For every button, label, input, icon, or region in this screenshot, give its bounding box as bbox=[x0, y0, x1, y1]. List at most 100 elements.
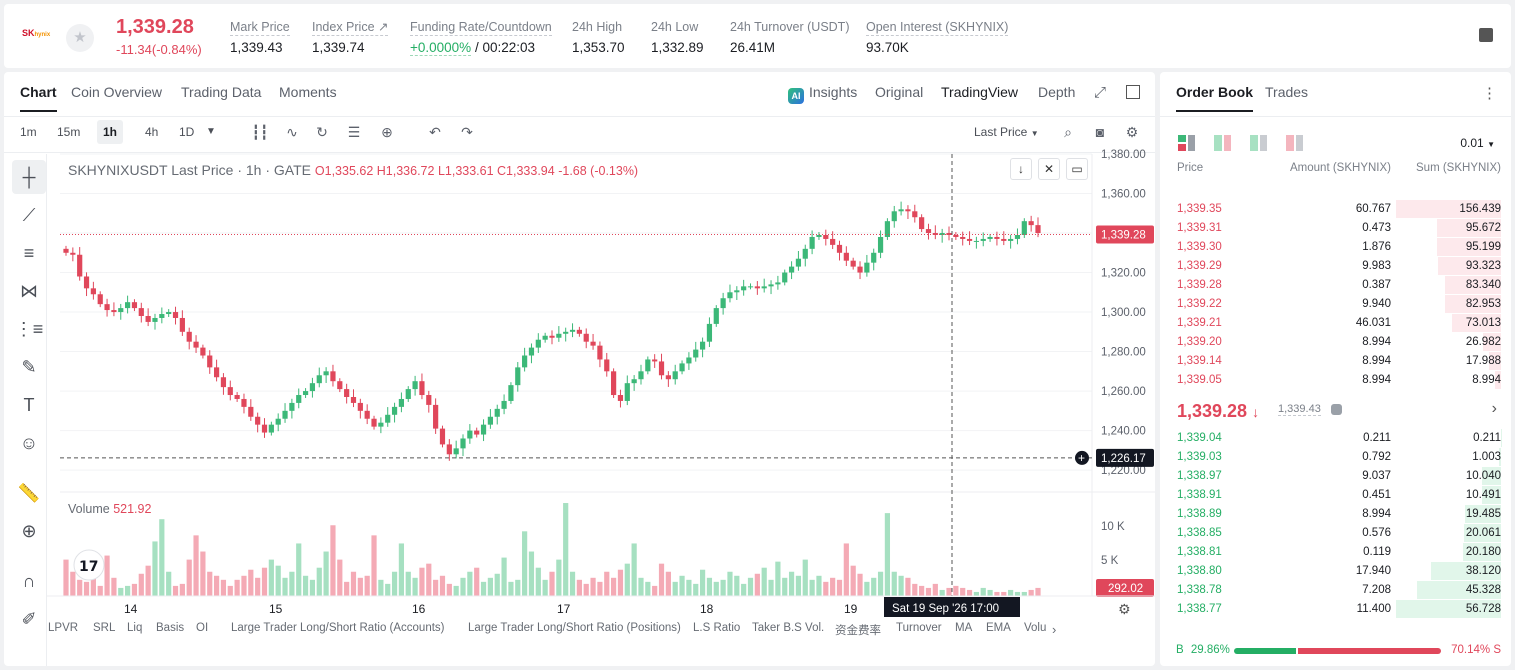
indicator-taker-bs-vol[interactable]: Taker B.S Vol. bbox=[752, 622, 825, 634]
text-tool-icon[interactable]: T bbox=[23, 395, 35, 415]
tf-15m[interactable]: 15m bbox=[57, 125, 81, 139]
ask-row[interactable]: 1,339.22 9.940 82.953 bbox=[1160, 295, 1511, 314]
indicator-scroll-right-icon[interactable]: › bbox=[1052, 622, 1057, 637]
indicator-srl[interactable]: SRL bbox=[93, 622, 116, 634]
trendline-tool-icon[interactable]: ⟋ bbox=[22, 205, 36, 225]
indicator-lt-ratio-accounts[interactable]: Large Trader Long/Short Ratio (Accounts) bbox=[231, 622, 445, 634]
tab-order-book[interactable]: Order Book bbox=[1176, 84, 1254, 112]
mark-price-shield-icon bbox=[1331, 404, 1342, 415]
row-sum: 10.491 bbox=[1465, 489, 1501, 501]
pattern-tool-icon[interactable]: ⋈ bbox=[20, 281, 38, 301]
zoom-in-tool-icon[interactable]: ⊕ bbox=[21, 521, 37, 541]
bid-row[interactable]: 1,338.77 11.400 56.728 bbox=[1160, 600, 1511, 619]
view-both-icon[interactable] bbox=[1178, 135, 1196, 151]
collapse-icon[interactable]: ✕ bbox=[1038, 158, 1060, 180]
camera-icon[interactable]: ◙ bbox=[1095, 124, 1105, 140]
ask-row[interactable]: 1,339.35 60.767 156.439 bbox=[1160, 200, 1511, 219]
maximize-pane-icon[interactable]: ▭ bbox=[1066, 158, 1088, 180]
ask-row[interactable]: 1,339.21 46.031 73.013 bbox=[1160, 314, 1511, 333]
candle-type-icon[interactable]: ┇┇ bbox=[251, 124, 269, 140]
tab-trades[interactable]: Trades bbox=[1265, 84, 1309, 100]
bid-row[interactable]: 1,338.81 0.119 20.180 bbox=[1160, 543, 1511, 562]
tab-depth[interactable]: Depth bbox=[1038, 84, 1076, 100]
bid-row[interactable]: 1,339.03 0.792 1.003 bbox=[1160, 448, 1511, 467]
add-indicator-icon[interactable]: ⊕ bbox=[381, 124, 393, 140]
pencil-lock-tool-icon[interactable]: ✐ bbox=[21, 609, 37, 629]
precision-select[interactable]: 0.01 ▼ bbox=[1460, 136, 1495, 150]
volume-current-label: 292.02 bbox=[1108, 583, 1143, 595]
candle-body bbox=[932, 233, 938, 235]
fib-tool-icon[interactable]: ⋮≡ bbox=[14, 319, 44, 339]
row-price: 1,338.77 bbox=[1177, 603, 1222, 615]
crosshair-tool-icon[interactable]: ┼ bbox=[12, 160, 46, 194]
undo-icon[interactable]: ↶ bbox=[429, 124, 441, 140]
indicator-basis[interactable]: Basis bbox=[156, 622, 185, 634]
tab-insights[interactable]: AI Insights bbox=[788, 84, 857, 104]
depth-bar bbox=[1438, 257, 1501, 275]
bid-row[interactable]: 1,338.78 7.208 45.328 bbox=[1160, 581, 1511, 600]
indicator-liq[interactable]: Liq bbox=[127, 622, 143, 634]
candlestick-chart[interactable]: 1,380.001,360.001,340.001,320.001,300.00… bbox=[4, 72, 1155, 666]
redo-icon[interactable]: ↷ bbox=[461, 124, 473, 140]
tab-original[interactable]: Original bbox=[875, 84, 924, 100]
tab-chart[interactable]: Chart bbox=[20, 84, 57, 112]
tab-tradingview[interactable]: TradingView bbox=[941, 84, 1019, 100]
chevron-right-icon[interactable]: › bbox=[1491, 400, 1497, 417]
indicator-ma[interactable]: MA bbox=[955, 622, 973, 634]
ask-row[interactable]: 1,339.28 0.387 83.340 bbox=[1160, 276, 1511, 295]
volume-bar bbox=[960, 587, 966, 596]
search-icon[interactable]: ⌕ bbox=[1064, 124, 1072, 140]
fullscreen-icon[interactable] bbox=[1126, 85, 1140, 99]
tf-1h[interactable]: 1h bbox=[97, 120, 124, 144]
brush-tool-icon[interactable]: ✎ bbox=[21, 357, 37, 377]
indicator-ls-ratio[interactable]: L.S Ratio bbox=[693, 622, 741, 634]
expand-icon[interactable]: ⤢ bbox=[1094, 84, 1107, 101]
indicators-icon[interactable]: ∿ bbox=[286, 124, 298, 140]
bid-row[interactable]: 1,338.85 0.576 20.061 bbox=[1160, 524, 1511, 543]
view-split-icon[interactable] bbox=[1214, 135, 1232, 151]
horizontal-lines-tool-icon[interactable]: ≡ bbox=[23, 243, 35, 263]
view-bids-icon[interactable] bbox=[1250, 135, 1268, 151]
ask-row[interactable]: 1,339.05 8.994 8.994 bbox=[1160, 371, 1511, 390]
bid-row[interactable]: 1,338.80 17.940 38.120 bbox=[1160, 562, 1511, 581]
ask-row[interactable]: 1,339.30 1.876 95.199 bbox=[1160, 238, 1511, 257]
indicator-ema[interactable]: EMA bbox=[986, 622, 1011, 634]
indicator-oi[interactable]: OI bbox=[196, 622, 209, 634]
emoji-tool-icon[interactable]: ☺ bbox=[19, 433, 39, 453]
candle-body bbox=[316, 375, 322, 384]
indicator-lt-ratio-positions[interactable]: Large Trader Long/Short Ratio (Positions… bbox=[468, 622, 681, 634]
indicator-volume[interactable]: Volu bbox=[1024, 622, 1047, 634]
templates-icon[interactable]: ☰ bbox=[347, 124, 361, 140]
settings-gear-icon[interactable]: ⚙ bbox=[1125, 124, 1139, 140]
bid-row[interactable]: 1,339.04 0.211 0.211 bbox=[1160, 429, 1511, 448]
tab-trading-data[interactable]: Trading Data bbox=[181, 84, 262, 100]
tab-coin-overview[interactable]: Coin Overview bbox=[71, 84, 163, 100]
tf-1d[interactable]: 1D bbox=[179, 125, 195, 139]
favorite-star-icon[interactable]: ★ bbox=[66, 24, 94, 52]
bid-row[interactable]: 1,338.97 9.037 10.040 bbox=[1160, 467, 1511, 486]
view-asks-icon[interactable] bbox=[1286, 135, 1304, 151]
ask-row[interactable]: 1,339.31 0.473 95.672 bbox=[1160, 219, 1511, 238]
price-type-select[interactable]: Last Price ▼ bbox=[974, 125, 1039, 139]
candle-body bbox=[398, 398, 405, 407]
tab-moments[interactable]: Moments bbox=[279, 84, 337, 100]
ask-row[interactable]: 1,339.29 9.983 93.323 bbox=[1160, 257, 1511, 276]
tf-dropdown-icon[interactable]: ▼ bbox=[206, 126, 216, 137]
ruler-tool-icon[interactable]: 📏 bbox=[17, 483, 41, 503]
magnet-tool-icon[interactable]: ∩ bbox=[22, 571, 36, 591]
tf-4h[interactable]: 4h bbox=[145, 125, 159, 139]
candle-body bbox=[775, 282, 781, 285]
bid-row[interactable]: 1,338.89 8.994 19.485 bbox=[1160, 505, 1511, 524]
tf-1m[interactable]: 1m bbox=[20, 125, 37, 139]
replay-icon[interactable]: ↻ bbox=[316, 124, 328, 140]
indicator-lpvr[interactable]: LPVR bbox=[48, 622, 79, 634]
indicator-turnover[interactable]: Turnover bbox=[896, 622, 942, 634]
ask-row[interactable]: 1,339.14 8.994 17.988 bbox=[1160, 352, 1511, 371]
ask-row[interactable]: 1,339.20 8.994 26.982 bbox=[1160, 333, 1511, 352]
volume-bar bbox=[734, 575, 740, 596]
scroll-down-icon[interactable]: ↓ bbox=[1010, 158, 1032, 180]
bid-row[interactable]: 1,338.91 0.451 10.491 bbox=[1160, 486, 1511, 505]
indicator-funding-rate[interactable]: 资金费率 bbox=[835, 625, 881, 637]
guide-book-icon[interactable] bbox=[1479, 28, 1493, 42]
more-options-icon[interactable]: ⋮ bbox=[1482, 85, 1497, 102]
